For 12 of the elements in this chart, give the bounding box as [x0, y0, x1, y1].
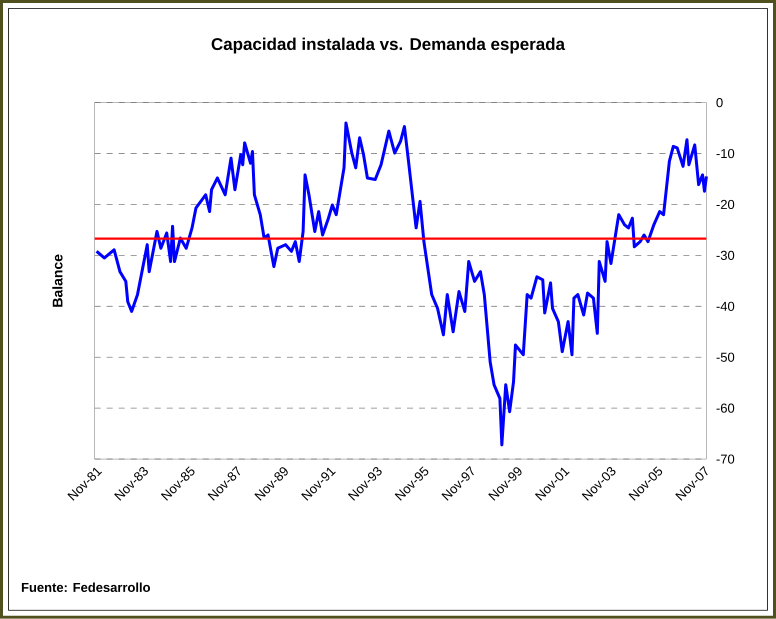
source-note: Fuente: Fedesarrollo	[22, 582, 150, 592]
chart-title: Capacidad instalada vs. Demanda esperada	[212, 38, 566, 54]
y-tick-label: 0	[716, 98, 723, 108]
y-axis-title: Balance	[52, 254, 63, 307]
y-tick-label: -60	[716, 404, 734, 413]
y-tick-label: -40	[716, 302, 734, 312]
y-tick-label: -10	[716, 149, 734, 158]
y-tick-label: -50	[716, 352, 734, 362]
y-tick-label: -70	[716, 454, 734, 464]
y-tick-label: -20	[716, 200, 734, 210]
line-series	[95, 122, 708, 446]
y-tick-label: -30	[716, 250, 734, 260]
